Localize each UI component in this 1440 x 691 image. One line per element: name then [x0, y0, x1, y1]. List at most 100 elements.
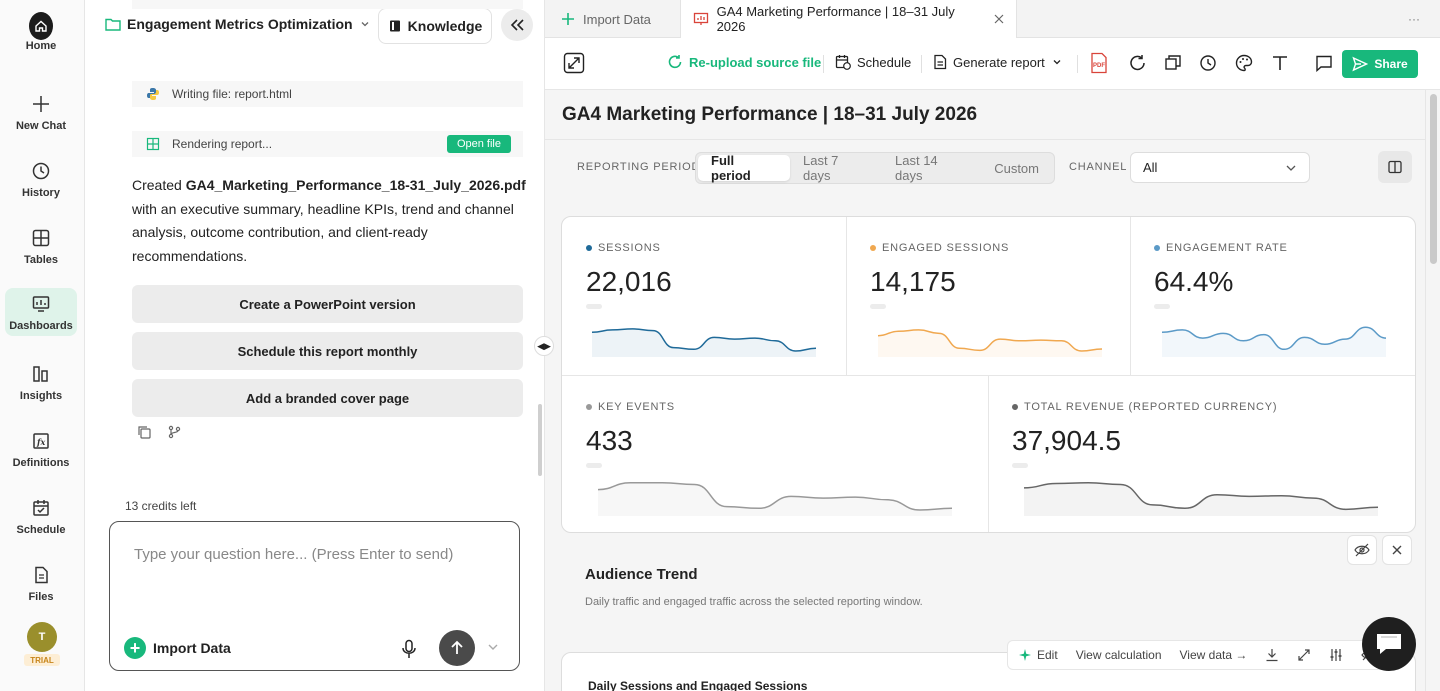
avatar[interactable]: T: [27, 622, 57, 652]
sparkline: [878, 329, 1102, 357]
credits-remaining: 13 credits left: [125, 499, 197, 513]
chevron-down-icon: [361, 22, 369, 27]
kpi-label: KEY EVENTS: [598, 401, 675, 413]
chevron-down-icon: [1053, 60, 1061, 65]
suggestion-cover-page[interactable]: Add a branded cover page: [132, 379, 523, 417]
report-scrollbar[interactable]: [1425, 90, 1440, 691]
left-nav-rail: Home New Chat History Tables Dashboards …: [0, 0, 85, 691]
channel-select-value: All: [1143, 160, 1158, 175]
send-button[interactable]: [439, 630, 475, 666]
kpi-value: 64.4%: [1154, 266, 1234, 297]
knowledge-button[interactable]: Knowledge: [378, 8, 492, 44]
pdf-icon: PDF: [1091, 52, 1107, 74]
settings-sliders-icon[interactable]: [1329, 648, 1343, 662]
kpi-key-events: KEY EVENTS 433: [562, 376, 988, 532]
scroll-thumb[interactable]: [1430, 94, 1437, 264]
open-file-button[interactable]: Open file: [446, 135, 511, 153]
kpi-engaged-sessions: ENGAGED SESSIONS 14,175: [846, 217, 1130, 375]
nav-home[interactable]: Home: [5, 12, 77, 52]
book-icon: [389, 20, 400, 32]
sparkline-area: [1024, 482, 1378, 516]
sparkline-area: [592, 328, 816, 357]
reupload-button[interactable]: Re-upload source file: [667, 54, 821, 70]
trial-badge: TRIAL: [24, 654, 60, 666]
report-header: GA4 Marketing Performance | 18–31 July 2…: [545, 90, 1425, 140]
import-data-button[interactable]: + Import Data: [124, 637, 231, 659]
eye-off-icon: [1354, 543, 1370, 557]
nav-definitions[interactable]: fx Definitions: [5, 429, 77, 469]
suggestion-schedule[interactable]: Schedule this report monthly: [132, 332, 523, 370]
redo-button[interactable]: [1129, 54, 1147, 72]
period-custom[interactable]: Custom: [994, 160, 1039, 176]
insights-icon: [29, 362, 53, 386]
nav-tables[interactable]: Tables: [5, 226, 77, 266]
text-button[interactable]: [1271, 54, 1289, 72]
copy-icon[interactable]: [137, 425, 151, 439]
nav-history[interactable]: History: [5, 159, 77, 199]
nav-files[interactable]: Files: [5, 563, 77, 603]
message-actions: [137, 425, 181, 439]
section-subtitle: Daily traffic and engaged traffic across…: [585, 596, 923, 608]
share-button[interactable]: Share: [1342, 50, 1418, 78]
tab-report-label: GA4 Marketing Performance | 18–31 July 2…: [716, 4, 955, 34]
chat-scrollbar[interactable]: [538, 404, 542, 476]
project-selector[interactable]: Engagement Metrics Optimization: [105, 16, 371, 32]
expand-button[interactable]: [563, 52, 585, 74]
download-icon[interactable]: [1265, 648, 1279, 662]
presentation-icon: [693, 12, 709, 25]
fullscreen-icon[interactable]: [1297, 648, 1311, 662]
support-chat-button[interactable]: [1362, 617, 1416, 671]
chat-panel: Engagement Metrics Optimization Knowledg…: [85, 0, 545, 691]
period-full[interactable]: Full period: [698, 153, 790, 183]
toggle-side-panel-button[interactable]: [1378, 151, 1412, 183]
tab-import-data[interactable]: Import Data: [549, 0, 663, 38]
text-icon: [1273, 56, 1287, 70]
tool-row-rendering: Rendering report... Open file: [132, 131, 523, 157]
report-pane: Import Data GA4 Marketing Performance | …: [545, 0, 1440, 691]
duplicate-button[interactable]: [1164, 54, 1182, 72]
reporting-period-label: REPORTING PERIOD: [577, 161, 701, 173]
period-last-14[interactable]: Last 14 days: [895, 153, 938, 183]
period-segmented-control: Full period Last 7 days Last 14 days Cus…: [695, 152, 1055, 184]
kpi-total-revenue: TOTAL REVENUE (REPORTED CURRENCY) 37,904…: [988, 376, 1415, 532]
kpi-label: SESSIONS: [598, 242, 661, 254]
branch-icon[interactable]: [167, 425, 181, 439]
series-dot: [870, 245, 876, 251]
period-last-7[interactable]: Last 7 days: [802, 153, 839, 183]
chevron-down-icon[interactable]: [486, 640, 500, 654]
message-filename: GA4_Marketing_Performance_18-31_July_202…: [185, 177, 526, 193]
microphone-button[interactable]: [394, 634, 424, 664]
chat-input-placeholder[interactable]: Type your question here... (Press Enter …: [134, 546, 454, 563]
nav-insights[interactable]: Insights: [5, 362, 77, 402]
chart-toolbar: Edit View calculation View data →: [1007, 640, 1387, 670]
collapse-panel-button[interactable]: [501, 9, 533, 41]
double-chevron-left-icon: [510, 19, 524, 31]
close-icon[interactable]: [994, 14, 1004, 24]
schedule-button[interactable]: Schedule: [835, 54, 911, 70]
generate-report-button[interactable]: Generate report: [933, 54, 1063, 70]
version-history-button[interactable]: [1199, 54, 1217, 72]
pdf-button[interactable]: PDF: [1090, 52, 1108, 74]
nav-schedule[interactable]: Schedule: [5, 496, 77, 536]
sparkline-line: [592, 328, 816, 352]
suggestion-powerpoint[interactable]: Create a PowerPoint version: [132, 285, 523, 323]
kpi-card: SESSIONS 22,016 ENGAGED SESSIONS 14,175 …: [561, 216, 1416, 533]
edit-chart-button[interactable]: Edit: [1018, 648, 1058, 662]
channel-select[interactable]: All: [1130, 152, 1310, 183]
view-calculation-button[interactable]: View calculation: [1075, 648, 1162, 662]
history-icon: [1200, 55, 1216, 71]
panel-resize-handle[interactable]: ◀▶: [534, 336, 554, 356]
hide-section-button[interactable]: [1347, 535, 1377, 565]
view-data-button[interactable]: View data →: [1179, 648, 1248, 662]
remove-section-button[interactable]: [1382, 535, 1412, 565]
sparkline-line: [878, 329, 1102, 352]
chart-title: Daily Sessions and Engaged Sessions: [588, 679, 808, 691]
nav-dashboards[interactable]: Dashboards: [5, 288, 77, 336]
comment-button[interactable]: [1315, 54, 1333, 72]
theme-button[interactable]: [1235, 54, 1253, 72]
folder-icon: [105, 18, 121, 31]
tab-more-menu[interactable]: ···: [1408, 12, 1420, 26]
comment-icon: [1316, 55, 1332, 72]
tab-report[interactable]: GA4 Marketing Performance | 18–31 July 2…: [680, 0, 1017, 38]
nav-new-chat[interactable]: New Chat: [5, 92, 77, 132]
